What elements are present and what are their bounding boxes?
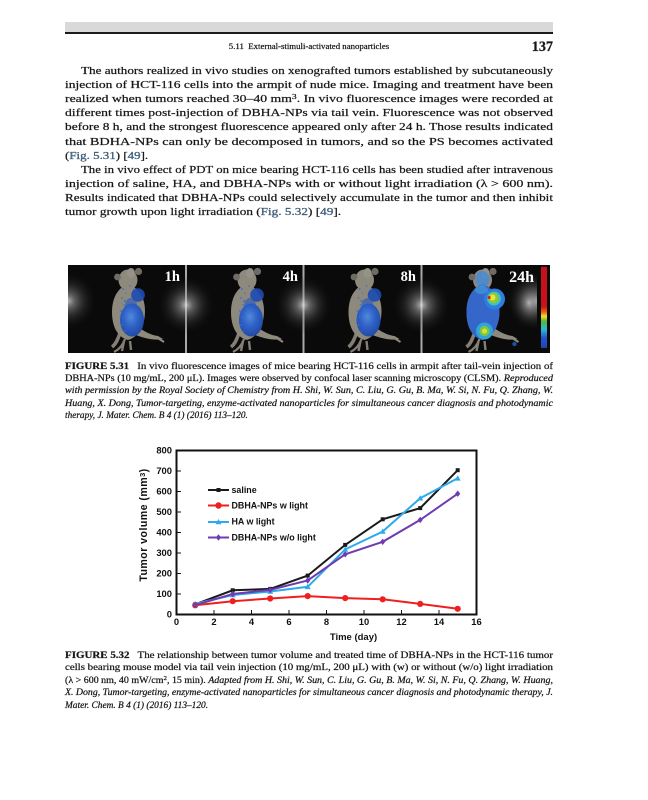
svg-text:8h: 8h bbox=[401, 269, 416, 285]
svg-text:600: 600 bbox=[156, 486, 172, 497]
svg-text:8: 8 bbox=[324, 616, 329, 627]
svg-text:Tumor volume (mm3): Tumor volume (mm3) bbox=[138, 468, 150, 581]
svg-text:10: 10 bbox=[359, 616, 369, 627]
svg-text:12: 12 bbox=[396, 616, 406, 627]
svg-text:1h: 1h bbox=[165, 269, 180, 285]
svg-text:16: 16 bbox=[471, 616, 481, 627]
svg-text:saline: saline bbox=[232, 485, 257, 495]
svg-text:400: 400 bbox=[156, 527, 172, 538]
svg-text:300: 300 bbox=[156, 547, 172, 558]
svg-text:200: 200 bbox=[156, 568, 172, 579]
svg-text:500: 500 bbox=[156, 506, 172, 517]
svg-text:Time (day): Time (day) bbox=[330, 632, 377, 643]
svg-text:700: 700 bbox=[156, 465, 172, 476]
svg-text:0: 0 bbox=[167, 609, 172, 620]
svg-text:0: 0 bbox=[174, 616, 179, 627]
svg-text:24h: 24h bbox=[509, 269, 534, 286]
svg-text:800: 800 bbox=[156, 445, 172, 456]
svg-text:100: 100 bbox=[156, 588, 172, 599]
svg-text:6: 6 bbox=[286, 616, 291, 627]
svg-text:DBHA-NPs w/o light: DBHA-NPs w/o light bbox=[232, 533, 316, 543]
svg-text:4: 4 bbox=[249, 616, 255, 627]
svg-text:HA w light: HA w light bbox=[232, 517, 275, 527]
svg-text:DBHA-NPs w light: DBHA-NPs w light bbox=[232, 501, 308, 511]
svg-text:2: 2 bbox=[211, 616, 216, 627]
svg-text:14: 14 bbox=[434, 616, 445, 627]
svg-text:4h: 4h bbox=[283, 269, 298, 285]
